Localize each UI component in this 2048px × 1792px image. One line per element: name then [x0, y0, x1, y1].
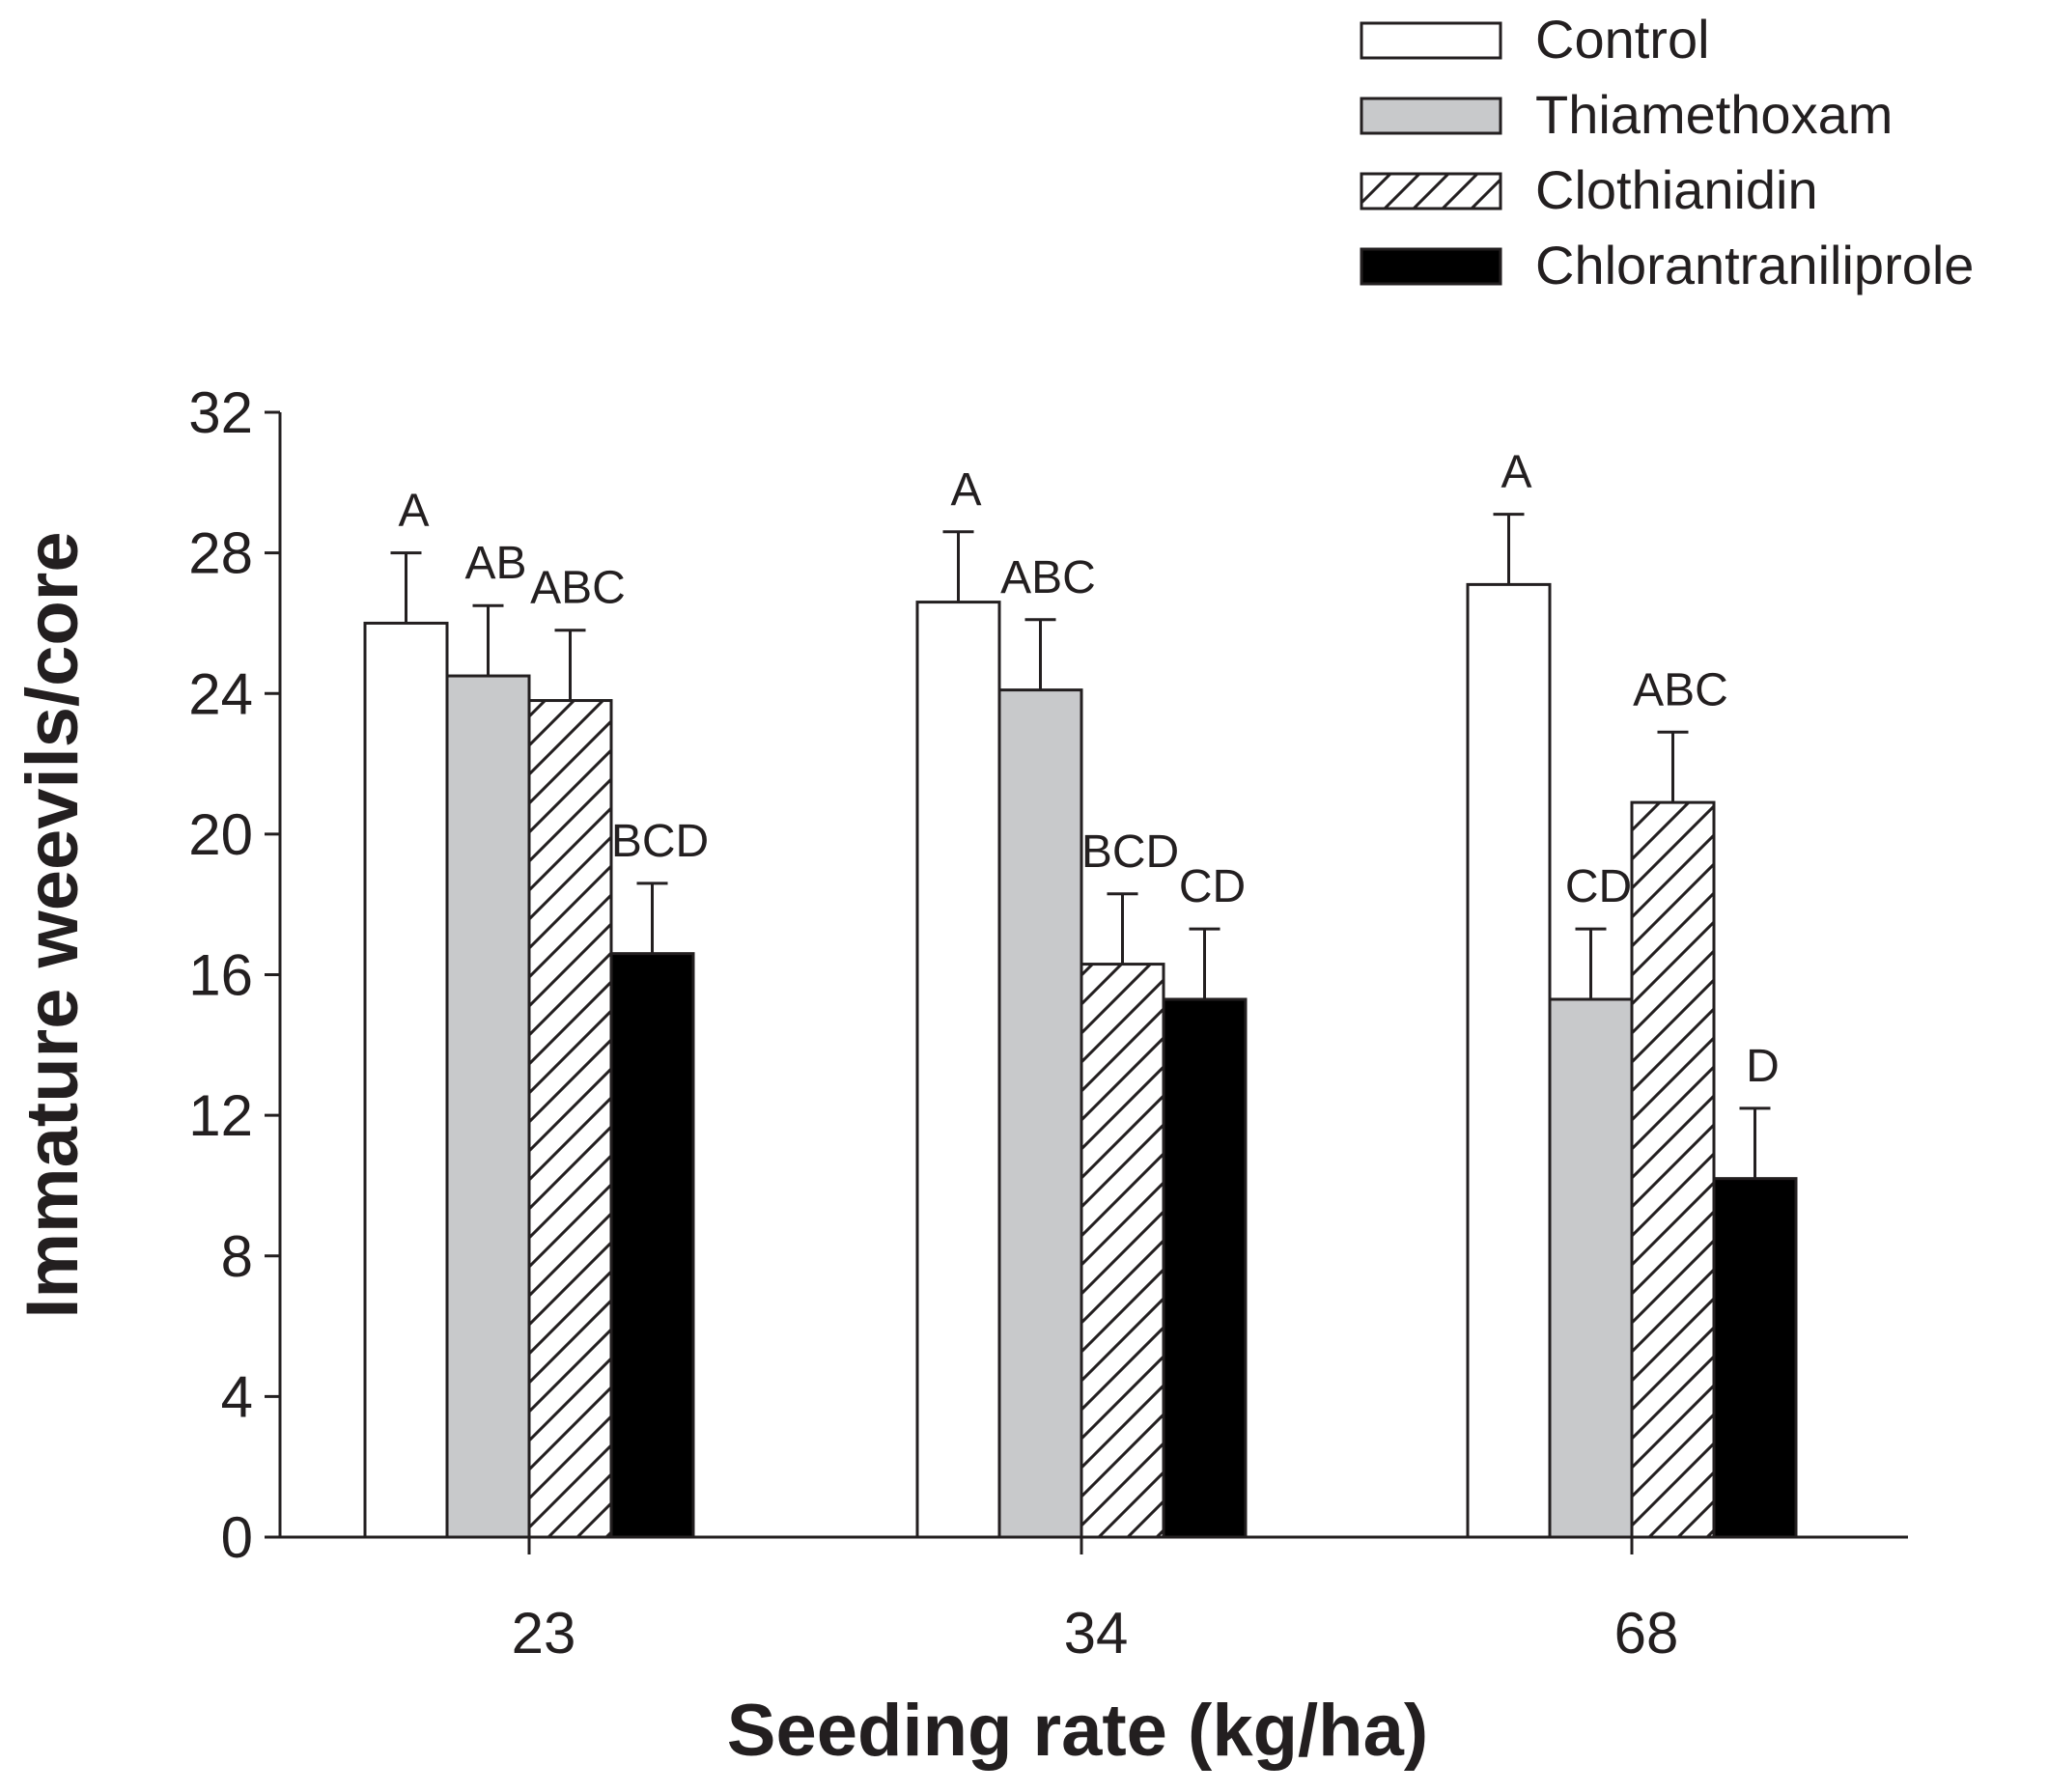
y-tick-label-8: 8 — [221, 1224, 253, 1289]
bar-control-23 — [363, 621, 449, 1539]
significance-label-control-34: A — [950, 464, 981, 516]
significance-label-chlorantraniliprole-68: D — [1746, 1041, 1780, 1092]
x-tick-label-34: 34 — [1064, 1601, 1129, 1666]
legend: Control Thiamethoxam Clothianidin Chlorantr… — [1360, 9, 1974, 295]
x-axis-title: Seeding rate (kg/ha) — [727, 1690, 1428, 1772]
bar-control-34 — [915, 601, 1001, 1539]
legend-swatch-control — [1360, 21, 1502, 60]
significance-label-thiamethoxam-34: ABC — [1000, 552, 1096, 603]
bar-thiamethoxam-34 — [997, 688, 1083, 1539]
legend-label-control: Control — [1535, 9, 1710, 70]
legend-swatch-chlorantraniliprole — [1360, 247, 1502, 286]
bar-clothianidin-34 — [1080, 963, 1165, 1539]
significance-label-clothianidin-68: ABC — [1633, 664, 1728, 715]
bar-clothianidin-23 — [527, 699, 613, 1539]
bar-thiamethoxam-23 — [445, 674, 531, 1539]
bar-control-68 — [1466, 582, 1552, 1539]
y-tick-label-0: 0 — [221, 1505, 253, 1570]
significance-label-control-68: A — [1501, 447, 1531, 498]
significance-label-chlorantraniliprole-34: CD — [1179, 861, 1246, 912]
legend-swatch-thiamethoxam — [1360, 97, 1502, 135]
significance-label-chlorantraniliprole-23: BCD — [611, 816, 709, 867]
significance-label-clothianidin-34: BCD — [1081, 826, 1179, 878]
legend-label-thiamethoxam: Thiamethoxam — [1535, 84, 1893, 145]
y-tick-label-32: 32 — [188, 380, 253, 445]
bar-chlorantraniliprole-68 — [1712, 1177, 1798, 1539]
legend-swatch-clothianidin — [1360, 172, 1502, 210]
legend-label-chlorantraniliprole: Chlorantraniliprole — [1535, 235, 1974, 295]
y-axis-title: Immature weevils/core — [12, 531, 94, 1318]
bar-clothianidin-68 — [1630, 800, 1716, 1539]
x-tick-label-68: 68 — [1614, 1601, 1679, 1666]
y-tick-label-12: 12 — [188, 1083, 253, 1148]
y-tick-label-20: 20 — [188, 802, 253, 867]
x-tick-label-23: 23 — [512, 1601, 576, 1666]
y-tick-label-28: 28 — [188, 521, 253, 586]
significance-label-thiamethoxam-23: AB — [464, 538, 526, 589]
significance-label-thiamethoxam-68: CD — [1565, 861, 1632, 912]
bar-thiamethoxam-68 — [1548, 997, 1634, 1539]
bar-chlorantraniliprole-23 — [609, 952, 695, 1539]
y-tick-label-16: 16 — [188, 943, 253, 1008]
significance-label-control-23: A — [398, 486, 429, 537]
legend-label-clothianidin: Clothianidin — [1535, 159, 1818, 220]
bar-chlorantraniliprole-34 — [1162, 997, 1248, 1539]
y-tick-label-24: 24 — [188, 661, 253, 726]
significance-label-clothianidin-23: ABC — [530, 563, 626, 614]
y-tick-label-4: 4 — [221, 1364, 253, 1429]
